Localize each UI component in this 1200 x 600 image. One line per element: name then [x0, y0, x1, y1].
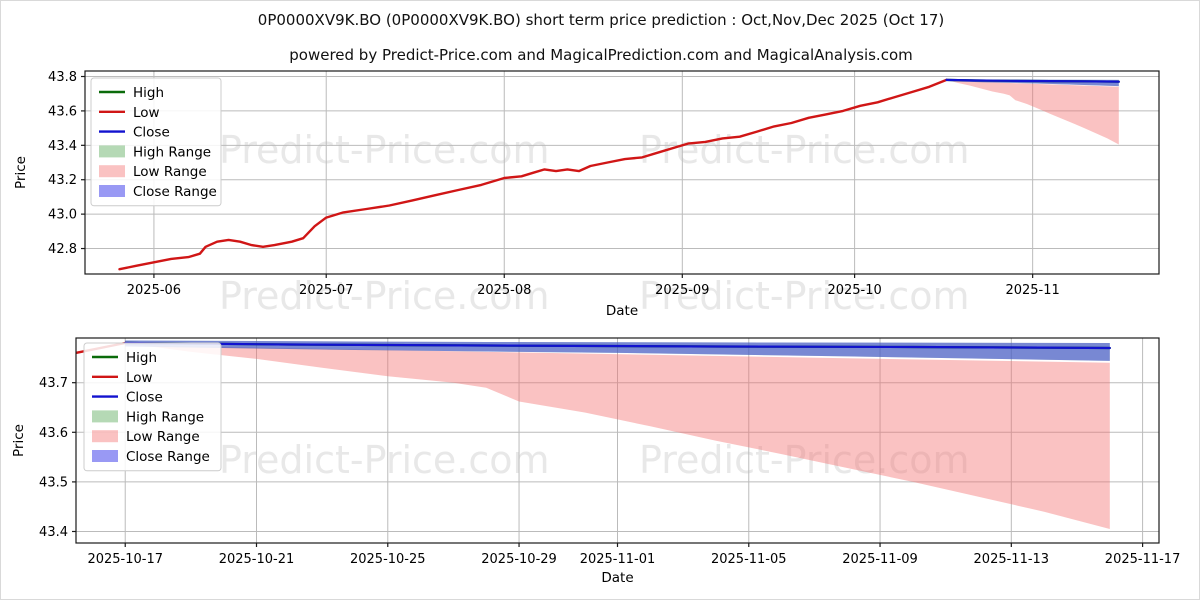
watermark-text: Predict-Price.com	[219, 438, 550, 482]
y-tick-label: 43.2	[48, 173, 77, 188]
legend-label: Low	[133, 105, 160, 121]
legend-label: Close	[126, 390, 163, 406]
legend-label: High Range	[133, 144, 211, 160]
low-range-area	[125, 343, 1110, 529]
watermark-text: Predict-Price.com	[639, 438, 970, 482]
x-axis-label: Date	[601, 570, 633, 586]
watermark-text: Predict-Price.com	[219, 274, 550, 318]
chart-group: 2025-10-17 2025-10-21 2025-10-25 2025-10-29…	[11, 337, 1181, 586]
legend-label: Low	[126, 370, 153, 386]
x-tick-label: 2025-10-17	[87, 552, 163, 567]
x-tick-label: 2025-11-09	[842, 552, 918, 567]
legend-label: Close Range	[133, 184, 217, 200]
y-tick-label: 43.5	[39, 475, 68, 490]
x-axis-label: Date	[606, 303, 638, 319]
x-tick-label: 2025-11-17	[1105, 552, 1181, 567]
y-tick-label: 43.8	[48, 70, 77, 85]
close-line	[124, 341, 1111, 350]
x-tick-label: 2025-08	[477, 283, 531, 298]
legend-swatch-low_range	[92, 430, 118, 443]
x-tick-label: 2025-10-29	[481, 552, 557, 567]
x-tick-label: 2025-09	[655, 283, 709, 298]
y-tick-label: 42.8	[48, 242, 77, 257]
legend-label: Low Range	[133, 164, 207, 180]
y-tick-label: 43.4	[39, 525, 68, 540]
x-tick-label: 2025-11-01	[580, 552, 656, 567]
x-tick-label: 2025-10-21	[219, 552, 295, 567]
y-tick-label: 43.7	[39, 376, 68, 391]
close-line	[945, 78, 1120, 83]
x-tick-label: 2025-07	[299, 283, 353, 298]
x-tick-label: 2025-10-25	[350, 552, 426, 567]
x-tick-label: 2025-06	[127, 283, 181, 298]
y-axis-label: Price	[13, 156, 29, 189]
x-tick-label: 2025-11-13	[974, 552, 1050, 567]
x-tick-label: 2025-10	[827, 283, 881, 298]
y-tick-label: 43.6	[48, 104, 77, 119]
plot-border	[84, 70, 1160, 275]
legend-swatch-close_range	[92, 450, 118, 462]
legend-swatch-close_range	[99, 185, 125, 197]
watermark-text: Predict-Price.com	[639, 128, 970, 172]
legend-swatch-high_range	[99, 145, 125, 158]
watermark-text: Predict-Price.com	[639, 274, 970, 318]
x-tick-label: 2025-11	[1005, 283, 1059, 298]
low-range-area	[946, 79, 1119, 145]
chart-subtitle: powered by Predict-Price.com and Magical…	[289, 46, 913, 64]
x-tick-label: 2025-11-05	[711, 552, 787, 567]
legend-swatch-high_range	[92, 410, 118, 423]
chart-title: 0P0000XV9K.BO (0P0000XV9K.BO) short term…	[257, 11, 945, 29]
legend-label: Low Range	[126, 429, 200, 445]
low-line	[118, 78, 948, 271]
legend-swatch-low_range	[99, 165, 125, 178]
y-tick-label: 43.4	[48, 139, 77, 154]
watermark-text: Predict-Price.com	[219, 128, 550, 172]
legend-label: Close Range	[126, 449, 210, 465]
y-axis-label: Price	[11, 424, 27, 457]
legend-label: High	[133, 85, 164, 101]
legend-label: High	[126, 350, 157, 366]
legend-label: High Range	[126, 409, 204, 425]
chart-group: 2025-06 2025-07 2025-08 2025-09 2025-10 2025-…	[13, 70, 1160, 319]
y-tick-label: 43.6	[39, 426, 68, 441]
legend-box	[83, 342, 222, 472]
legend-box	[90, 77, 222, 207]
y-tick-label: 43.0	[48, 208, 77, 223]
legend-label: Close	[133, 125, 170, 141]
